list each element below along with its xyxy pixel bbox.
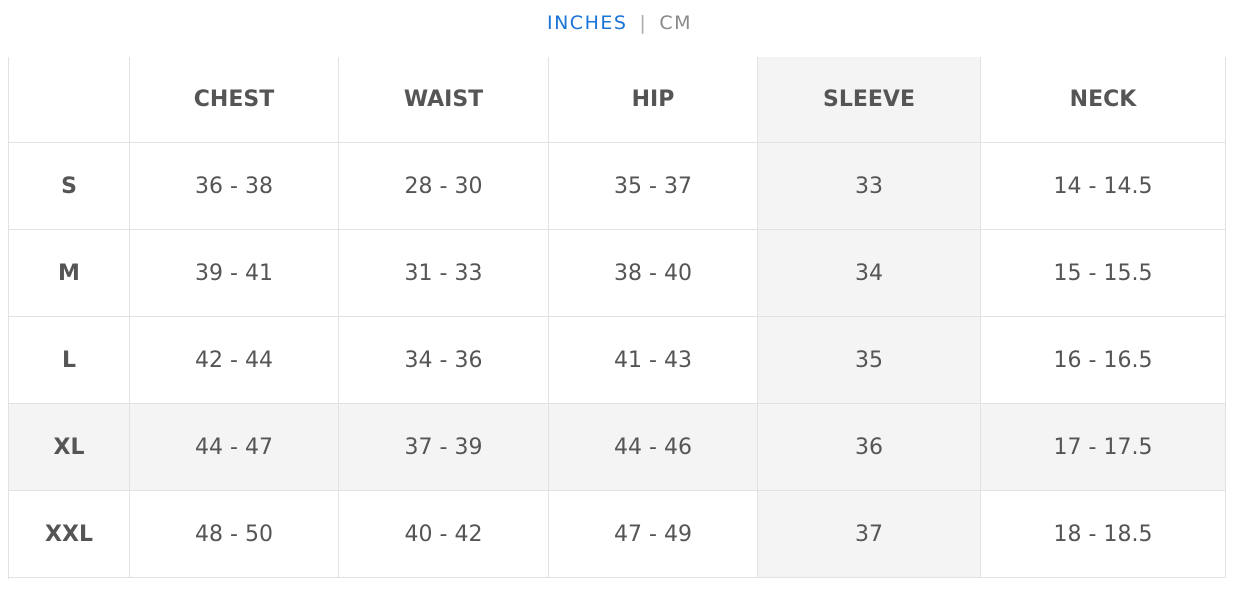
measurement: 48 - 50 [130,491,339,578]
column-header: HIP [549,57,758,143]
measurement: 38 - 40 [549,230,758,317]
size-label: M [9,230,130,317]
corner-cell [9,57,130,143]
measurement: 40 - 42 [339,491,549,578]
measurement: 33 [758,143,981,230]
measurement: 41 - 43 [549,317,758,404]
measurement: 14 - 14.5 [981,143,1226,230]
measurement: 37 - 39 [339,404,549,491]
measurement: 18 - 18.5 [981,491,1226,578]
column-header: CHEST [130,57,339,143]
unit-inches[interactable]: INCHES [546,12,628,34]
unit-separator: | [639,12,648,34]
measurement: 47 - 49 [549,491,758,578]
size-label: XXL [9,491,130,578]
measurement: 37 [758,491,981,578]
size-label: L [9,317,130,404]
measurement: 16 - 16.5 [981,317,1226,404]
measurement: 44 - 46 [549,404,758,491]
measurement: 36 - 38 [130,143,339,230]
column-header: WAIST [339,57,549,143]
measurement: 28 - 30 [339,143,549,230]
measurement: 42 - 44 [130,317,339,404]
measurement: 39 - 41 [130,230,339,317]
unit-toggle: INCHES | CM [0,12,1239,34]
measurement: 15 - 15.5 [981,230,1226,317]
size-label: S [9,143,130,230]
column-header: SLEEVE [758,57,981,143]
measurement: 44 - 47 [130,404,339,491]
measurement: 34 - 36 [339,317,549,404]
measurement: 35 - 37 [549,143,758,230]
column-header: NECK [981,57,1226,143]
measurement: 17 - 17.5 [981,404,1226,491]
measurement: 36 [758,404,981,491]
size-label: XL [9,404,130,491]
measurement: 35 [758,317,981,404]
size-table: CHEST WAIST HIP SLEEVE NECK S 36 - 38 28 - 30 35… [8,57,1226,579]
measurement: 34 [758,230,981,317]
unit-cm[interactable]: CM [659,12,692,34]
measurement: 31 - 33 [339,230,549,317]
